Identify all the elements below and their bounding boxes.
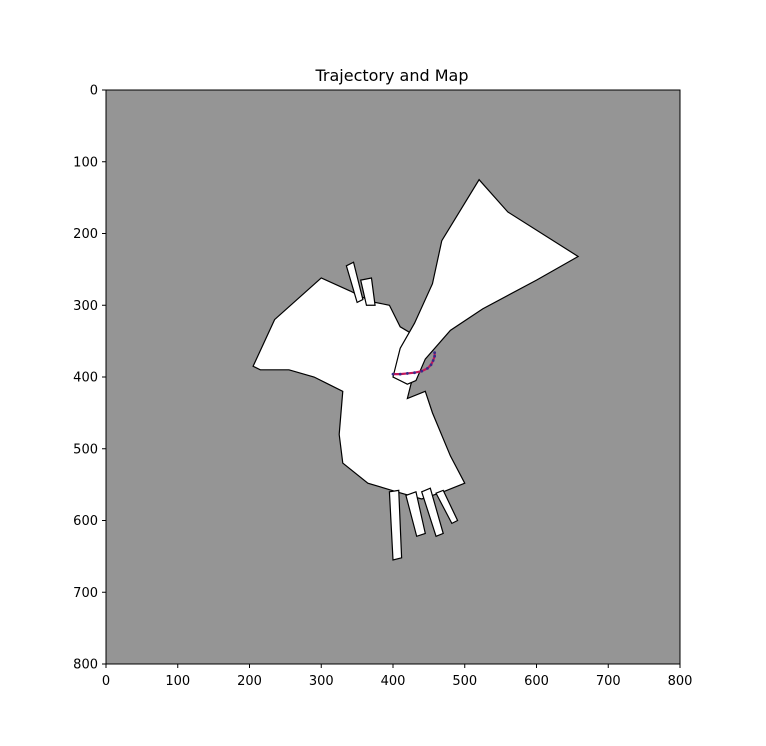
- map-region-free-6: [420, 487, 444, 538]
- map-region-free-1: [392, 178, 580, 385]
- map-region-free-5: [405, 491, 426, 538]
- y-tick-label-2: 200: [73, 227, 98, 242]
- x-tick-label-6: 600: [524, 674, 549, 689]
- map-region-free-0: [252, 277, 466, 500]
- trajectory-point-1: [398, 372, 402, 376]
- x-tick-label-7: 700: [596, 674, 621, 689]
- x-tick-label-4: 400: [381, 674, 406, 689]
- map-region-free-7: [435, 489, 459, 525]
- y-tick-label-6: 600: [73, 514, 98, 529]
- y-tick-label-4: 400: [73, 371, 98, 386]
- trajectory: [391, 351, 437, 376]
- y-tick-label-8: 800: [73, 658, 98, 673]
- trajectory-point-6: [429, 363, 433, 367]
- trajectory-point-9: [433, 351, 437, 355]
- y-axis: 0 100 200 300 400 500 600 700 800: [73, 84, 106, 673]
- trajectory-point-2: [405, 372, 409, 375]
- x-tick-label-3: 300: [309, 674, 334, 689]
- map-region-free-4: [388, 489, 403, 561]
- x-axis: 0 100 200 300 400 500 600 700 800: [102, 664, 693, 689]
- x-tick-label-5: 500: [452, 674, 477, 689]
- trajectory-line: [393, 352, 436, 376]
- trajectory-point-3: [413, 371, 416, 375]
- y-tick-label-7: 700: [73, 586, 98, 601]
- map-region-free-2: [345, 261, 364, 304]
- trajectory-point-8: [433, 354, 437, 358]
- trajectory-point-0: [391, 372, 395, 376]
- x-tick-label-2: 200: [237, 674, 262, 689]
- y-tick-label-1: 100: [73, 155, 98, 170]
- map-region-free-3: [359, 277, 376, 306]
- trajectory-point-7: [431, 359, 435, 362]
- x-tick-label-1: 100: [165, 674, 190, 689]
- trajectory-point-5: [426, 366, 429, 370]
- y-tick-label-5: 500: [73, 442, 98, 457]
- y-tick-label-0: 0: [90, 84, 98, 99]
- x-tick-label-0: 0: [102, 674, 110, 689]
- trajectory-point-4: [420, 369, 424, 373]
- chart-title: Trajectory and Map: [314, 66, 468, 85]
- x-tick-label-8: 800: [668, 674, 693, 689]
- occupancy-map: [252, 178, 580, 561]
- y-tick-label-3: 300: [73, 299, 98, 314]
